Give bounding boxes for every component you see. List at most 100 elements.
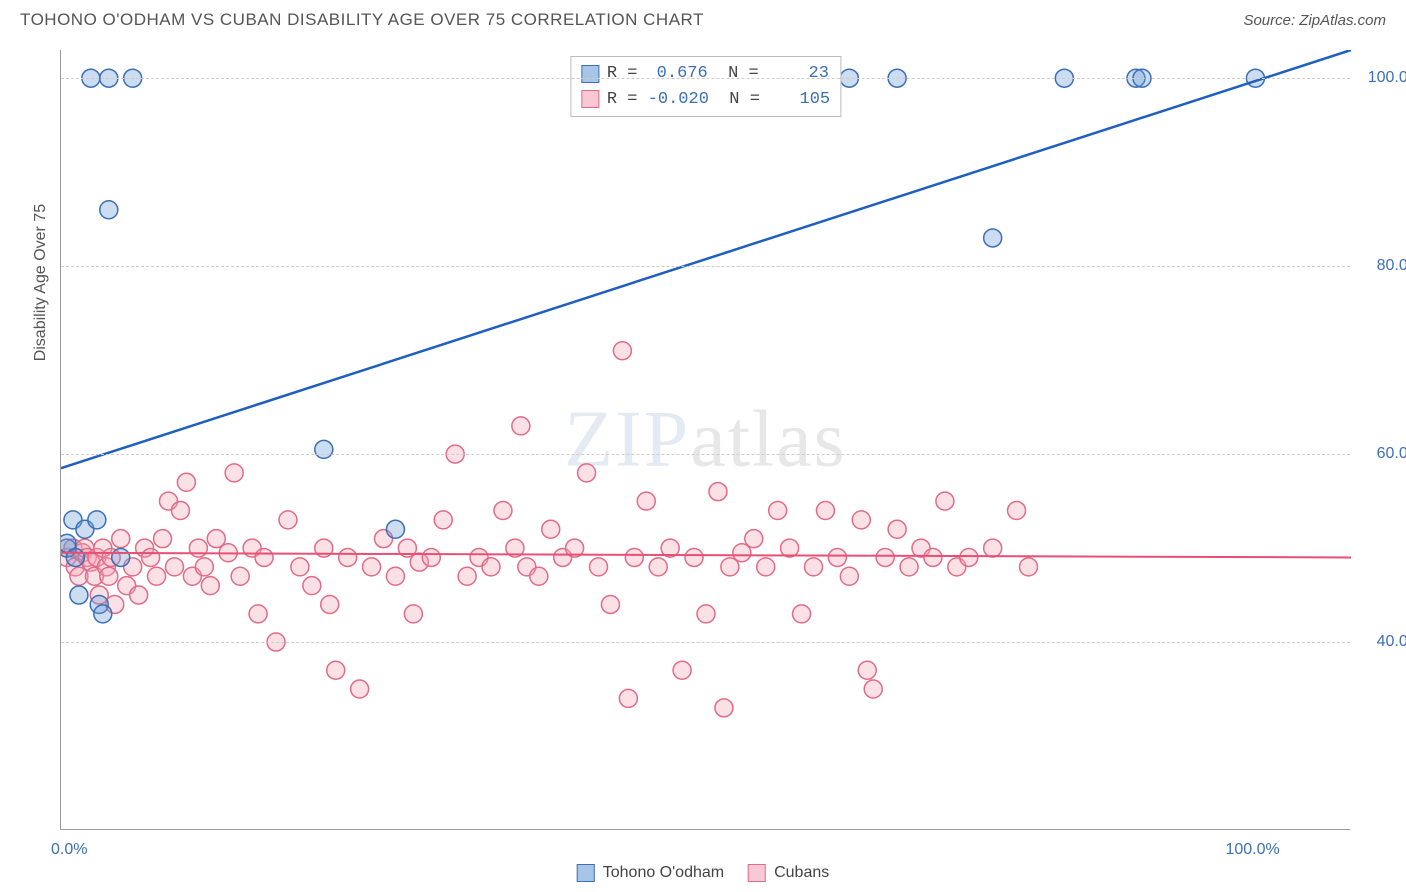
scatter-plot-svg [61,50,1351,830]
stats-legend-box: R = 0.676 N = 23R = -0.020 N = 105 [570,56,841,117]
data-point [578,464,596,482]
data-point [542,520,560,538]
x-tick-label: 100.0% [1225,841,1279,859]
data-point [94,605,112,623]
data-point [154,530,172,548]
data-point [482,558,500,576]
data-point [130,586,148,604]
data-point [171,501,189,519]
data-point [781,539,799,557]
data-point [697,605,715,623]
data-point [805,558,823,576]
y-tick-label: 60.0% [1362,445,1406,463]
data-point [530,567,548,585]
data-point [757,558,775,576]
grid-line [61,642,1350,643]
legend-label: Cubans [774,864,829,882]
data-point [816,501,834,519]
chart-title: TOHONO O'ODHAM VS CUBAN DISABILITY AGE O… [20,10,704,30]
data-point [984,539,1002,557]
data-point [852,511,870,529]
data-point [793,605,811,623]
data-point [70,586,88,604]
chart-source: Source: ZipAtlas.com [1243,12,1386,29]
data-point [709,483,727,501]
data-point [315,440,333,458]
data-point [1020,558,1038,576]
stats-row: R = -0.020 N = 105 [581,87,830,113]
data-point [386,567,404,585]
data-point [619,689,637,707]
y-tick-label: 40.0% [1362,633,1406,651]
data-point [434,511,452,529]
data-point [924,548,942,566]
data-point [637,492,655,510]
data-point [828,548,846,566]
data-point [512,417,530,435]
y-tick-label: 80.0% [1362,257,1406,275]
data-point [422,548,440,566]
data-point [112,530,130,548]
grid-line [61,78,1350,79]
data-point [100,201,118,219]
data-point [88,511,106,529]
data-point [201,577,219,595]
data-point [112,548,130,566]
data-point [177,473,195,491]
data-point [715,699,733,717]
data-point [291,558,309,576]
legend-item: Cubans [748,864,829,882]
grid-line [61,266,1350,267]
data-point [936,492,954,510]
data-point [745,530,763,548]
data-point [649,558,667,576]
data-point [189,539,207,557]
data-point [900,558,918,576]
stats-text: R = -0.020 N = 105 [607,87,830,113]
data-point [66,548,84,566]
data-point [386,520,404,538]
data-point [195,558,213,576]
data-point [769,501,787,519]
stats-swatch-icon [581,65,599,83]
data-point [840,567,858,585]
data-point [625,548,643,566]
data-point [148,567,166,585]
data-point [327,661,345,679]
data-point [1008,501,1026,519]
data-point [458,567,476,585]
data-point [321,595,339,613]
data-point [590,558,608,576]
data-point [142,548,160,566]
legend-item: Tohono O'odham [577,864,724,882]
data-point [960,548,978,566]
stats-row: R = 0.676 N = 23 [581,61,830,87]
data-point [100,567,118,585]
data-point [351,680,369,698]
y-axis-title: Disability Age Over 75 [32,204,50,361]
legend-label: Tohono O'odham [603,864,724,882]
chart-plot-area: ZIPatlas R = 0.676 N = 23R = -0.020 N = … [60,50,1350,830]
stats-swatch-icon [581,90,599,108]
legend-swatch-icon [748,864,766,882]
data-point [165,558,183,576]
data-point [864,680,882,698]
data-point [231,567,249,585]
data-point [494,501,512,519]
data-point [303,577,321,595]
data-point [673,661,691,679]
data-point [613,342,631,360]
data-point [876,548,894,566]
data-point [249,605,267,623]
data-point [279,511,297,529]
data-point [685,548,703,566]
data-point [363,558,381,576]
x-tick-label: 0.0% [51,841,87,859]
stats-text: R = 0.676 N = 23 [607,61,829,87]
data-point [888,520,906,538]
data-point [225,464,243,482]
data-point [339,548,357,566]
grid-line [61,454,1350,455]
data-point [858,661,876,679]
data-point [255,548,273,566]
